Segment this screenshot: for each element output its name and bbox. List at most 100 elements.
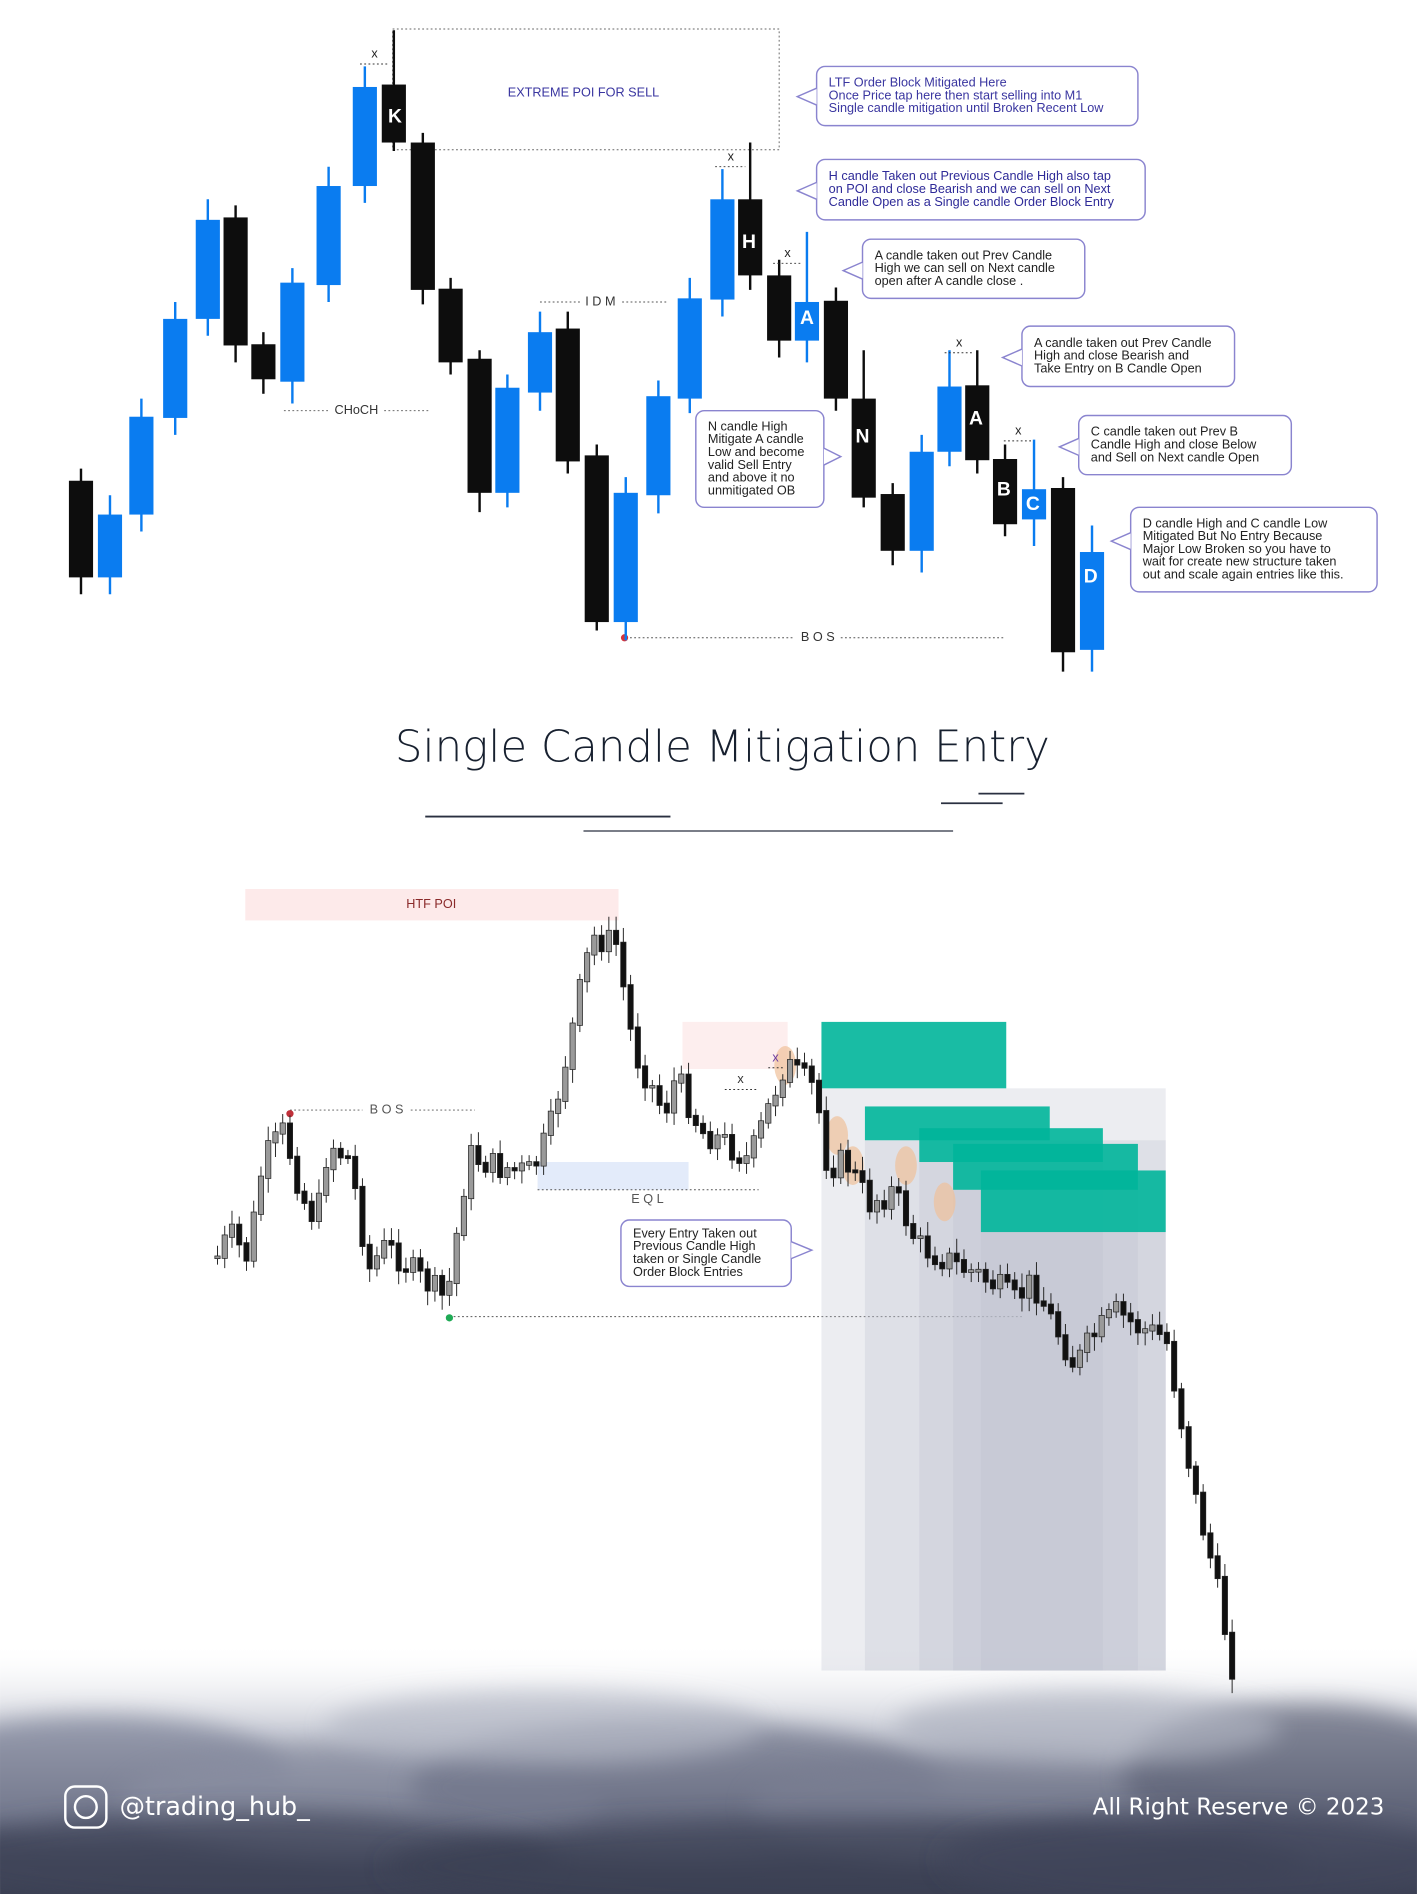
candle-body bbox=[1062, 1334, 1069, 1361]
candle-body bbox=[1134, 1319, 1141, 1334]
candle-body bbox=[1192, 1465, 1199, 1495]
candle-body bbox=[714, 1134, 721, 1150]
candle-body bbox=[823, 1110, 830, 1171]
candle-body bbox=[997, 1273, 1004, 1290]
candle-body bbox=[280, 282, 305, 382]
callout-text: Every Entry Taken out bbox=[633, 1226, 757, 1240]
candle-body bbox=[627, 984, 634, 1030]
candle-body bbox=[495, 387, 520, 493]
candle-body bbox=[772, 1094, 779, 1107]
callout-text: Candle High and close Below bbox=[1091, 437, 1257, 451]
candle-body bbox=[750, 1135, 757, 1159]
candle-body bbox=[467, 358, 492, 493]
candle-body bbox=[1221, 1575, 1228, 1635]
candle-body bbox=[195, 219, 220, 319]
callout-text: Mitigated But No Entry Because bbox=[1143, 529, 1323, 543]
candle-body bbox=[221, 1234, 228, 1259]
callout-text: Low and become bbox=[708, 445, 805, 459]
candle-body bbox=[251, 344, 276, 380]
footer-fog bbox=[0, 1642, 1417, 1894]
swing-point bbox=[445, 1314, 454, 1322]
candle-body bbox=[917, 1235, 924, 1239]
candle-body bbox=[678, 1073, 685, 1084]
candle-body bbox=[366, 1243, 373, 1270]
candle-body bbox=[395, 1242, 402, 1272]
candle-body bbox=[518, 1162, 525, 1172]
candle-body bbox=[598, 934, 605, 953]
callout-text: on POI and close Bearish and we can sell… bbox=[829, 182, 1111, 196]
x-mark: x bbox=[772, 1050, 779, 1064]
callout: H candle Taken out Previous Candle High … bbox=[795, 158, 1146, 221]
candle-body bbox=[533, 1161, 540, 1167]
candle-body bbox=[562, 1066, 569, 1102]
candle-body bbox=[475, 1145, 482, 1165]
candle-body bbox=[584, 455, 609, 623]
candle-body bbox=[279, 1122, 286, 1135]
risk-zone bbox=[919, 1162, 1103, 1671]
candle-body bbox=[634, 1026, 641, 1069]
callout-text: D candle High and C candle Low bbox=[1143, 516, 1328, 530]
candle-body bbox=[1127, 1312, 1134, 1323]
candle-body bbox=[937, 386, 962, 452]
candle-label: C bbox=[1026, 494, 1040, 515]
callout-text: Take Entry on B Candle Open bbox=[1034, 361, 1202, 375]
candle-body bbox=[1084, 1332, 1091, 1353]
fog-cloud bbox=[942, 1811, 1417, 1894]
x-mark: x bbox=[371, 47, 378, 61]
callout-text: Single candle mitigation until Broken Re… bbox=[829, 101, 1105, 115]
candle-body bbox=[482, 1161, 489, 1173]
candle-body bbox=[352, 1155, 359, 1190]
candle-body bbox=[344, 1155, 351, 1160]
candle-body bbox=[460, 1195, 467, 1237]
callout-text: Once Price tap here then start selling i… bbox=[829, 88, 1083, 102]
callout-pointer bbox=[1000, 348, 1023, 367]
candle-body bbox=[729, 1134, 736, 1161]
candle-label: D bbox=[1084, 566, 1098, 587]
candle-body bbox=[402, 1268, 409, 1273]
fog-cloud bbox=[893, 1691, 1281, 1764]
callout-text: N candle High bbox=[708, 419, 788, 433]
callout-text: A candle taken out Prev Candle bbox=[1034, 336, 1212, 350]
candle-label: B bbox=[997, 480, 1011, 501]
bos-label: B O S bbox=[370, 1102, 404, 1116]
candle-body bbox=[97, 514, 123, 578]
entry-highlight bbox=[826, 1116, 849, 1155]
candle-body bbox=[381, 84, 406, 143]
x-mark: x bbox=[737, 1072, 744, 1086]
callout-text: Major Low Broken so you have to bbox=[1143, 542, 1331, 556]
candle-body bbox=[1055, 1311, 1062, 1338]
callout-text: wait for create new structure taken bbox=[1142, 555, 1337, 569]
candle-body bbox=[1021, 489, 1047, 520]
candle-body bbox=[837, 1149, 844, 1179]
candle-body bbox=[526, 1161, 533, 1166]
fog-cloud bbox=[326, 1691, 762, 1764]
choch-label: CHoCH bbox=[335, 403, 379, 417]
footer-handle: @trading_hub_ bbox=[120, 1791, 311, 1821]
candle-body bbox=[489, 1153, 496, 1173]
candle-body bbox=[692, 1114, 699, 1127]
candle-body bbox=[801, 1062, 808, 1069]
candle-body bbox=[504, 1167, 511, 1179]
candle-body bbox=[924, 1235, 931, 1259]
candle-body bbox=[787, 1059, 794, 1083]
candle-body bbox=[286, 1122, 293, 1159]
candle-body bbox=[1040, 1300, 1047, 1307]
candle-body bbox=[591, 934, 598, 956]
candle-body bbox=[576, 979, 583, 1026]
candle-body bbox=[707, 1130, 714, 1150]
candle-body bbox=[965, 385, 990, 461]
candle-body bbox=[960, 1259, 967, 1273]
candle-label: A bbox=[800, 308, 814, 329]
callout-text: open after A candle close . bbox=[875, 274, 1024, 288]
callout-pointer bbox=[841, 261, 863, 280]
candle-body bbox=[931, 1255, 939, 1266]
callout-text: taken or Single Candle bbox=[633, 1252, 761, 1266]
callout-text: C candle taken out Prev B bbox=[1091, 425, 1238, 439]
candle-body bbox=[1120, 1301, 1127, 1316]
candle-body bbox=[431, 1274, 438, 1292]
callout-text: High and close Bearish and bbox=[1034, 349, 1189, 363]
candle-body bbox=[1200, 1491, 1207, 1536]
callout-text: and Sell on Next candle Open bbox=[1091, 450, 1259, 464]
